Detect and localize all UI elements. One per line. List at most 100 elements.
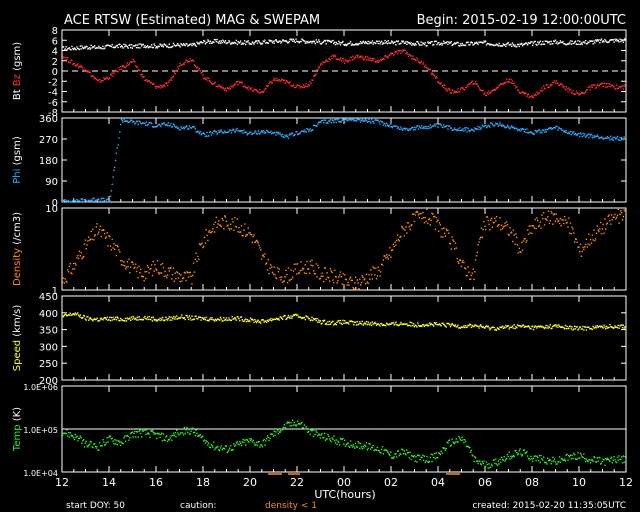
data-point-density (239, 231, 241, 233)
data-point-temp (264, 444, 266, 446)
data-point-density (176, 271, 178, 273)
data-point-bz (338, 58, 340, 61)
data-point-density (73, 268, 76, 270)
data-point-speed (109, 316, 111, 319)
data-point-phi (530, 132, 532, 134)
data-point-density (344, 274, 346, 276)
data-point-bt (288, 40, 290, 43)
data-point-temp (84, 442, 87, 444)
data-point-bt (158, 45, 160, 48)
data-point-density (62, 281, 64, 283)
data-point-phi (589, 133, 591, 135)
data-point-bz (286, 80, 288, 82)
data-point-speed (209, 317, 212, 319)
data-point-density (408, 225, 410, 228)
data-point-temp (594, 461, 597, 463)
data-point-bt (72, 48, 75, 51)
data-point-phi (182, 127, 184, 129)
data-point-phi (555, 125, 557, 127)
data-point-bt (246, 40, 248, 43)
data-point-phi (112, 176, 114, 178)
data-point-temp (516, 451, 518, 454)
x-tick-label: 08 (525, 476, 539, 489)
data-point-bz (233, 85, 235, 87)
data-point-density (247, 227, 249, 229)
data-point-density (157, 271, 160, 274)
data-point-bz (215, 85, 217, 88)
data-point-speed (302, 317, 305, 319)
data-point-phi (151, 126, 154, 128)
data-point-bt (240, 43, 243, 46)
data-point-speed (322, 319, 324, 322)
data-point-density (518, 247, 520, 250)
data-point-density (339, 274, 341, 276)
data-point-temp (473, 460, 475, 463)
data-point-bt (607, 41, 609, 44)
data-point-density (221, 217, 223, 220)
data-point-phi (124, 120, 127, 122)
data-point-temp (328, 435, 330, 438)
data-point-speed (331, 321, 333, 323)
data-point-phi (412, 129, 415, 131)
data-point-temp (610, 456, 613, 459)
data-point-speed (477, 325, 479, 327)
data-point-speed (569, 325, 572, 328)
data-point-bt (558, 42, 560, 44)
data-point-temp (340, 438, 342, 441)
data-point-phi (79, 201, 81, 203)
data-point-density (395, 244, 397, 246)
data-point-speed (431, 323, 433, 326)
data-point-phi (607, 137, 609, 139)
data-point-speed (142, 319, 144, 321)
data-point-bz (594, 87, 597, 89)
data-point-bz (80, 65, 82, 67)
data-point-bz (501, 83, 504, 85)
data-point-speed (412, 324, 414, 327)
data-point-phi (310, 130, 312, 132)
data-point-temp (292, 424, 295, 426)
data-point-temp (440, 450, 442, 452)
data-point-density (255, 239, 258, 242)
data-point-bz (163, 84, 165, 86)
data-point-density (573, 232, 575, 234)
data-point-speed (605, 328, 607, 330)
data-point-temp (191, 427, 193, 429)
data-point-bt (406, 43, 408, 45)
data-point-temp (392, 457, 395, 460)
data-point-density (402, 228, 405, 230)
data-point-phi (441, 126, 443, 128)
data-point-speed (478, 327, 480, 329)
data-point-bz (387, 56, 389, 58)
data-point-bt (380, 41, 382, 44)
data-point-speed (295, 313, 297, 315)
data-point-phi (139, 121, 141, 123)
data-point-temp (157, 432, 160, 434)
data-point-bz (93, 76, 95, 78)
data-point-phi (566, 132, 568, 134)
data-point-phi (343, 120, 345, 122)
data-point-speed (354, 321, 356, 323)
data-point-density (400, 235, 402, 238)
data-point-phi (430, 126, 432, 129)
data-point-phi (384, 123, 386, 125)
data-point-temp (114, 443, 117, 445)
data-point-bt (358, 42, 360, 45)
data-point-temp (260, 444, 262, 446)
data-point-temp (265, 438, 268, 440)
data-point-phi (126, 120, 128, 122)
data-point-bt (433, 40, 436, 43)
data-point-bz (141, 73, 144, 75)
data-point-bz (241, 82, 243, 84)
data-point-density (152, 260, 154, 263)
data-point-speed (396, 324, 398, 326)
data-point-bz (203, 78, 205, 80)
data-point-bz (240, 81, 243, 83)
data-point-bt (130, 43, 133, 46)
data-point-bz (209, 81, 212, 83)
data-point-bt (226, 42, 228, 44)
data-point-speed (148, 315, 150, 318)
data-point-bz (66, 59, 68, 61)
data-point-bt (239, 41, 241, 44)
data-point-bz (166, 82, 168, 84)
data-point-speed (503, 326, 505, 328)
